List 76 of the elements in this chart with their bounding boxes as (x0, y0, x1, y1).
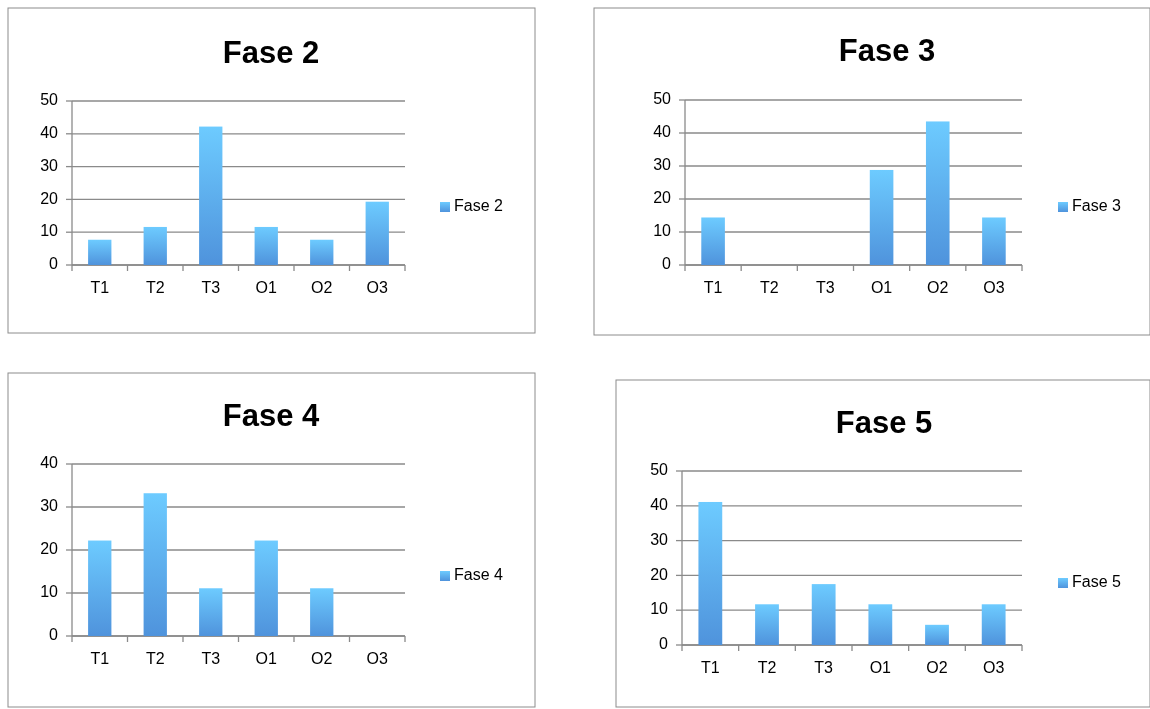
bar (310, 239, 334, 265)
x-tick-label: T1 (703, 279, 723, 296)
bar (254, 226, 278, 265)
x-tick-label: T2 (145, 650, 165, 667)
bar (143, 493, 167, 636)
bar (88, 239, 112, 265)
bar (199, 588, 223, 636)
y-tick-label: 0 (662, 255, 672, 273)
x-tick-label: O2 (311, 279, 333, 296)
y-tick-label: 20 (40, 189, 59, 207)
chart-title: Fase 4 (222, 398, 321, 434)
x-tick-label: O2 (311, 650, 333, 667)
bar (143, 226, 167, 265)
y-tick-label: 30 (40, 156, 59, 174)
x-tick-label: O1 (870, 279, 893, 296)
bar (925, 121, 950, 265)
chart-title: Fase 3 (838, 33, 936, 69)
bar (811, 584, 836, 645)
y-tick-label: 20 (40, 540, 59, 558)
legend-label: Fase 3 (1072, 197, 1122, 215)
x-tick-label: O3 (366, 279, 389, 296)
y-tick-label: 10 (653, 222, 672, 240)
x-tick-label: O1 (255, 650, 278, 667)
x-tick-label: O1 (255, 279, 278, 296)
y-tick-label: 10 (650, 600, 669, 618)
x-tick-label: T3 (814, 659, 834, 676)
bar (982, 217, 1006, 265)
y-tick-label: 50 (40, 91, 59, 109)
chart-title: Fase 2 (222, 35, 320, 71)
y-tick-label: 40 (650, 496, 669, 514)
bar (698, 501, 723, 645)
y-tick-label: 20 (650, 565, 669, 583)
x-tick-label: O3 (366, 650, 389, 667)
y-tick-label: 0 (49, 255, 59, 273)
x-tick-label: O3 (983, 279, 1005, 296)
x-tick-label: O3 (982, 659, 1005, 676)
x-tick-label: O2 (926, 659, 948, 676)
bar (981, 604, 1006, 645)
x-tick-label: O1 (869, 659, 892, 676)
bar (868, 604, 893, 645)
x-tick-label: O2 (927, 279, 949, 296)
bar (254, 540, 278, 636)
y-tick-label: 20 (653, 189, 672, 207)
legend-label: Fase 2 (454, 197, 504, 215)
y-tick-label: 50 (653, 90, 672, 108)
y-tick-label: 40 (40, 124, 59, 142)
y-tick-label: 0 (49, 626, 59, 644)
y-tick-label: 30 (650, 530, 669, 548)
x-tick-label: T1 (90, 279, 110, 296)
y-tick-label: 30 (40, 497, 59, 515)
y-tick-label: 50 (650, 461, 669, 479)
x-tick-label: T2 (759, 279, 779, 296)
x-tick-label: T3 (816, 279, 835, 296)
y-tick-label: 40 (653, 123, 672, 141)
bar (199, 126, 223, 265)
x-tick-label: T1 (90, 650, 110, 667)
x-tick-label: T1 (701, 659, 720, 676)
legend-label: Fase 5 (1072, 573, 1122, 591)
x-tick-label: T3 (201, 650, 221, 667)
bar (88, 540, 112, 636)
x-tick-label: T2 (145, 279, 165, 296)
y-tick-label: 10 (40, 583, 59, 601)
bar (755, 604, 779, 645)
bar (701, 217, 725, 265)
bar (310, 588, 334, 636)
y-tick-label: 30 (653, 156, 672, 174)
bar (869, 169, 894, 265)
y-tick-label: 0 (659, 635, 669, 653)
x-tick-label: T2 (757, 659, 777, 676)
y-tick-label: 40 (40, 454, 59, 472)
legend-label: Fase 4 (454, 566, 504, 584)
y-tick-label: 10 (40, 222, 59, 240)
chart-title: Fase 5 (835, 405, 933, 441)
x-tick-label: T3 (201, 279, 221, 296)
bar (925, 624, 949, 645)
bar (365, 201, 389, 265)
